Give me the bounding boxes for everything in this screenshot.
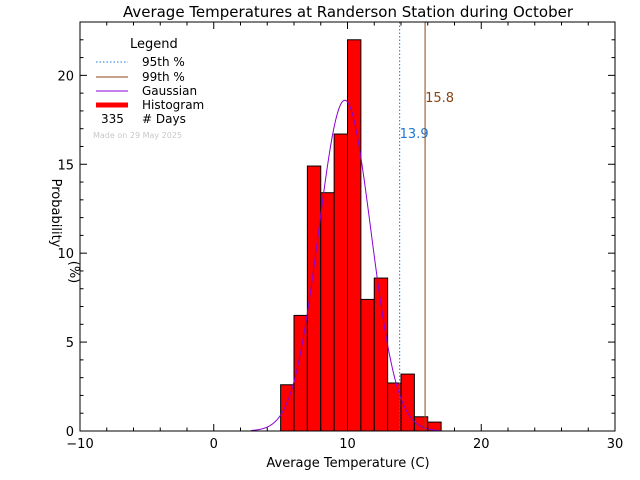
y-tick-label: 20	[57, 69, 74, 84]
histogram-bar	[333, 133, 348, 432]
gaussian-curve	[251, 99, 441, 432]
legend-days-label: # Days	[142, 112, 186, 126]
x-tick-label: −10	[66, 437, 93, 452]
legend-label-histogram: Histogram	[142, 98, 204, 112]
legend-label-95th: 95th %	[142, 55, 185, 69]
y-tick-label: 15	[57, 158, 74, 173]
legend-label-gaussian: Gaussian	[142, 84, 197, 98]
histogram-bar	[387, 382, 402, 432]
histogram-bar	[320, 192, 335, 432]
x-tick-label: 10	[339, 437, 356, 452]
made-on-label: Made on 29 May 2025	[93, 131, 182, 140]
legend-title: Legend	[130, 37, 178, 52]
legend-days-count: 335	[101, 112, 124, 126]
x-tick-label: 20	[473, 437, 490, 452]
x-tick-label: 0	[210, 437, 218, 452]
plot-area: 13.9 15.8	[251, 22, 454, 432]
x-axis-label: Average Temperature (C)	[266, 456, 429, 471]
y-tick-label: 10	[57, 247, 74, 262]
x-tick-label: 30	[607, 437, 624, 452]
y-tick-label: 0	[66, 425, 74, 440]
legend: Legend 95th % 99th % Gaussian Histogram …	[93, 37, 204, 140]
legend-label-99th: 99th %	[142, 70, 185, 84]
y-tick-label: 5	[66, 336, 74, 351]
percentile-label-99th: 15.8	[425, 91, 454, 106]
percentile-label-95th: 13.9	[400, 127, 429, 142]
y-axis-unit: (%)	[66, 261, 81, 284]
y-axis-label: Probability	[48, 179, 63, 248]
histogram-bar	[280, 384, 295, 432]
histogram-bar	[347, 39, 362, 432]
chart-title: Average Temperatures at Randerson Statio…	[123, 3, 574, 21]
histogram-bar	[360, 298, 375, 432]
